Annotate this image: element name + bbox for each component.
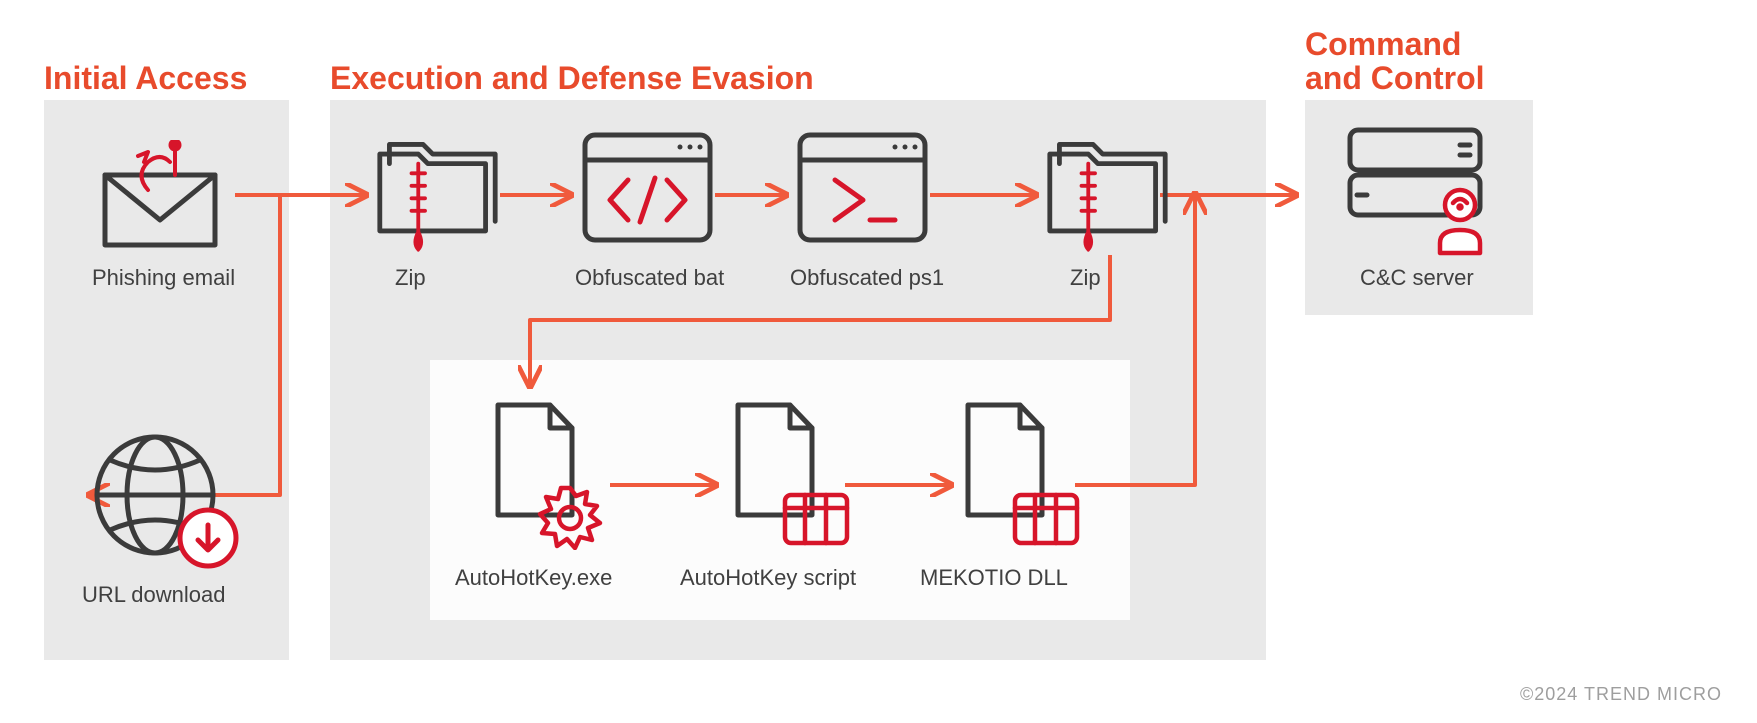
bat-file-icon: [580, 130, 715, 250]
autohotkey-exe-icon: [490, 400, 610, 555]
node-label: Phishing email: [92, 265, 235, 291]
stage-title-line1: Command: [1305, 26, 1461, 62]
node-label: C&C server: [1360, 265, 1474, 291]
stage-title-text: Initial Access: [44, 60, 247, 96]
phishing-email-icon: [100, 140, 230, 255]
url-download-icon: [90, 430, 240, 575]
node-label: Obfuscated bat: [575, 265, 724, 291]
stage-title-exec: Execution and Defense Evasion: [330, 60, 814, 97]
stage-title-initial: Initial Access: [44, 60, 247, 97]
stage-title-c2: Commandand Control: [1305, 28, 1485, 95]
node-label: AutoHotKey.exe: [455, 565, 612, 591]
stage-title-line2: and Control: [1305, 60, 1485, 96]
ps1-file-icon: [795, 130, 930, 250]
node-label: Zip: [395, 265, 426, 291]
node-label: URL download: [82, 582, 226, 608]
node-label: AutoHotKey script: [680, 565, 856, 591]
node-label: Zip: [1070, 265, 1101, 291]
zip-icon: [1045, 130, 1170, 260]
node-label: Obfuscated ps1: [790, 265, 944, 291]
copyright-footer: ©2024 TREND MICRO: [1520, 684, 1722, 705]
mekotio-dll-icon: [960, 400, 1085, 555]
autohotkey-script-icon: [730, 400, 855, 555]
stage-title-text: Execution and Defense Evasion: [330, 60, 814, 96]
c2-server-icon: [1345, 125, 1495, 265]
zip-icon: [375, 130, 500, 260]
node-label: MEKOTIO DLL: [920, 565, 1068, 591]
